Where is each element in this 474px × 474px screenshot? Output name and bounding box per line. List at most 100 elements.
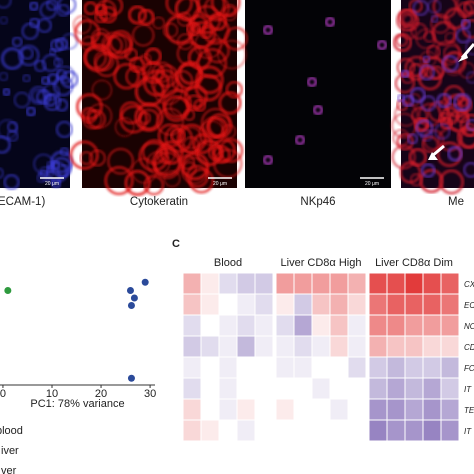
texture [124,169,151,197]
texture [0,16,8,25]
x-tick-label: 10 [46,388,58,400]
texture [0,0,12,9]
heatmap-cell [182,335,202,358]
heatmap-cell [236,419,256,442]
heatmap-cell [368,293,388,316]
texture [107,148,134,175]
texture [75,93,103,121]
row-label: TE [464,406,474,415]
heatmap-cell [218,314,238,337]
texture [18,44,40,67]
heatmap-cell [275,314,295,337]
texture [94,10,108,24]
heatmap-cell [182,293,202,316]
scale-label: 20 μm [213,181,227,187]
heatmap-cell [200,293,220,316]
heatmap-cell [386,398,406,421]
heatmap-cell [200,419,220,442]
texture [6,121,19,133]
texture [164,124,193,153]
heatmap-cell [275,272,295,295]
heatmap-cell [329,293,349,316]
texture [57,0,77,15]
texture [394,102,418,127]
heatmap-cell [440,335,460,358]
x-axis-label: PC1: 78% variance [30,398,124,410]
row-label: IT [464,427,472,436]
texture [104,166,134,196]
heatmap-cell [347,335,367,358]
texture [143,69,170,97]
texture [435,40,461,66]
heatmap-cell [368,272,388,295]
heatmap-cell [311,356,331,379]
heatmap-cell [422,293,442,316]
texture [138,141,169,172]
texture [0,47,24,70]
texture [195,139,223,167]
row-label: IT [464,385,472,394]
point [126,287,134,294]
texture [196,0,226,19]
texture [208,144,225,161]
texture [107,33,133,59]
heatmap-cell [293,398,313,421]
heatmap-cell [329,272,349,295]
texture [177,11,192,27]
image-label: Cytokeratin [130,196,188,208]
heatmap-cell [254,377,274,400]
heatmap-cell [218,335,238,358]
texture [55,98,69,112]
texture [94,52,119,77]
panel-label: C [172,238,180,250]
heatmap-cell [440,293,460,316]
heatmap-cell [236,377,256,400]
heatmap-cell [218,293,238,316]
heatmap-cell [200,272,220,295]
heatmap-cell [347,419,367,442]
heatmap-cell [293,314,313,337]
texture [408,147,428,167]
texture [152,16,165,30]
heatmap-cell [182,314,202,337]
cell [295,135,305,145]
point [127,374,135,382]
texture [397,8,417,28]
texture [29,17,41,29]
texture [447,145,463,162]
texture [11,36,23,48]
heatmap-cell [404,335,424,358]
texture [192,133,213,154]
group-label: Blood [214,257,242,269]
heatmap-cell [404,419,424,442]
heatmap-cell [311,272,331,295]
heatmap-cell [236,335,256,358]
texture [400,12,414,26]
heatmap-cell [236,398,256,421]
texture [114,117,135,137]
texture [87,103,113,129]
row-label: NC [464,322,474,331]
heatmap-cell [311,377,331,400]
heatmap-cell [329,419,349,442]
heatmap-cell [200,377,220,400]
texture [212,145,231,164]
texture [46,164,55,173]
texture [22,74,31,83]
heatmap-cell [347,356,367,379]
heatmap-cell [254,272,274,295]
heatmap-cell [200,398,220,421]
texture [418,64,435,81]
heatmap-cell [275,398,295,421]
texture [2,87,11,97]
heatmap-cell [236,293,256,316]
heatmap-cell [386,335,406,358]
texture [164,14,195,45]
heatmap-cell [311,398,331,421]
image-label: NKp46 [300,196,335,208]
texture [460,18,472,30]
heatmap-cell [218,377,238,400]
texture [79,151,94,165]
image-label: Me [448,196,464,208]
